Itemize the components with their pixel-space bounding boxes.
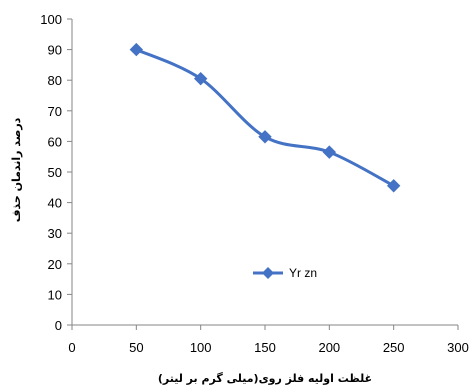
y-tick-label: 10 xyxy=(48,287,62,302)
y-tick-label: 0 xyxy=(55,318,62,333)
y-tick-label: 70 xyxy=(48,104,62,119)
y-axis-ticks: 0 10 20 30 40 50 60 70 80 90 100 xyxy=(40,12,72,333)
x-axis-title: غلظت اولیه فلز روی(میلی گرم بر لیتر) xyxy=(158,372,372,385)
y-tick-label: 30 xyxy=(48,226,62,241)
legend-label: Yr zn xyxy=(289,266,317,280)
legend: Yr zn xyxy=(253,266,317,280)
data-point-marker xyxy=(129,42,144,57)
y-tick-label: 90 xyxy=(48,43,62,58)
y-tick-label: 100 xyxy=(40,12,62,27)
y-tick-label: 50 xyxy=(48,165,62,180)
data-point-marker xyxy=(386,179,401,193)
legend-marker xyxy=(262,267,274,279)
data-point-marker xyxy=(258,130,272,144)
x-tick-label: 200 xyxy=(318,340,340,355)
y-tick-label: 80 xyxy=(48,73,62,88)
x-tick-label: 300 xyxy=(447,340,469,355)
x-tick-label: 50 xyxy=(129,340,143,355)
y-tick-label: 60 xyxy=(48,134,62,149)
y-tick-label: 20 xyxy=(48,257,62,272)
y-tick-label: 40 xyxy=(48,196,62,211)
data-point-marker xyxy=(193,71,208,86)
axes xyxy=(71,19,458,326)
series-line xyxy=(135,48,395,188)
x-axis-ticks: 0 50 100 150 200 250 300 xyxy=(68,325,469,355)
x-tick-label: 0 xyxy=(68,340,75,355)
y-axis-title: درصد راندمان حذف xyxy=(10,117,23,222)
series-group xyxy=(129,42,401,193)
x-tick-label: 100 xyxy=(190,340,212,355)
x-tick-label: 250 xyxy=(383,340,405,355)
x-tick-label: 150 xyxy=(254,340,276,355)
data-point-marker xyxy=(322,145,337,159)
